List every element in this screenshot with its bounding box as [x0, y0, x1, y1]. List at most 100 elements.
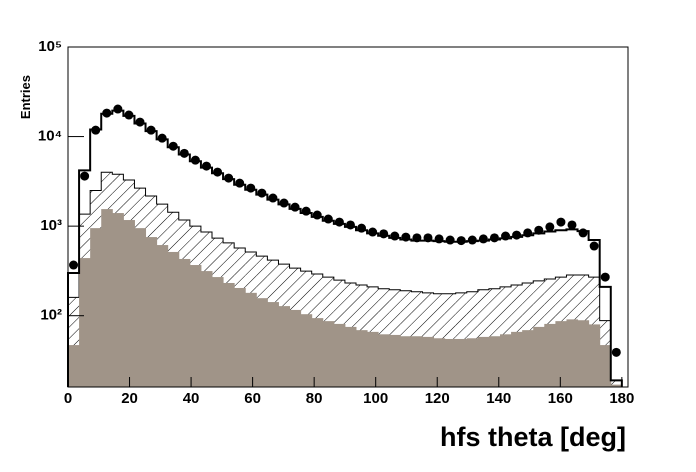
data-point: [102, 108, 112, 118]
filled-bin: [178, 258, 191, 387]
x-tick-label: 100: [363, 390, 388, 407]
y-tick-label: 10⁵: [38, 38, 62, 55]
data-point: [501, 231, 511, 241]
filled-bin: [90, 228, 102, 387]
filled-bin: [544, 323, 556, 387]
filled-bin: [322, 321, 335, 387]
filled-bin: [488, 336, 501, 387]
frame: [67, 46, 629, 388]
data-point: [589, 241, 599, 251]
filled-bin: [333, 323, 346, 387]
data-point: [534, 225, 544, 235]
data-point: [368, 227, 378, 237]
data-point: [146, 125, 156, 135]
data-point: [168, 141, 178, 151]
data-point: [445, 235, 455, 245]
filled-bin: [466, 338, 479, 387]
data-point: [357, 223, 367, 233]
data-point: [379, 229, 389, 239]
filled-bin: [389, 334, 401, 387]
data-point: [434, 234, 444, 244]
y-axis-label: Entries: [18, 75, 33, 119]
data-point: [113, 104, 123, 114]
filled-bin: [256, 298, 268, 387]
filled-bin: [156, 245, 169, 387]
y-tick-label: 10²: [40, 307, 62, 324]
filled-bin: [400, 336, 412, 387]
hatched-bin: [68, 297, 80, 387]
filled-bin: [212, 277, 224, 387]
data-point: [157, 133, 167, 143]
x-tick-label: 0: [64, 390, 72, 407]
data-point: [268, 193, 278, 203]
data-point: [323, 214, 333, 224]
plot-area: [67, 104, 623, 387]
filled-bin: [167, 251, 180, 387]
x-tick-label: 140: [486, 390, 511, 407]
filled-bin: [289, 309, 302, 387]
data-point: [235, 178, 245, 188]
filled-bin: [422, 336, 435, 387]
filled-bin: [522, 330, 534, 387]
filled-bin: [455, 338, 468, 387]
data-point: [124, 110, 134, 120]
data-point: [201, 161, 211, 171]
filled-bin: [367, 331, 379, 387]
data-point: [179, 148, 189, 158]
filled-bin: [200, 271, 213, 387]
data-point: [567, 220, 577, 230]
filled-bin: [477, 336, 490, 387]
data-point: [390, 231, 400, 241]
filled-bin: [433, 338, 446, 387]
data-point: [213, 167, 223, 177]
data-point: [91, 125, 101, 135]
data-point: [224, 173, 234, 183]
data-point: [190, 155, 200, 165]
filled-bin: [356, 330, 368, 387]
data-point: [545, 222, 555, 232]
data-point: [600, 272, 610, 282]
filled-bin: [444, 338, 457, 387]
data-point: [312, 210, 322, 220]
x-tick-label: 180: [609, 390, 634, 407]
data-point: [578, 228, 588, 238]
data-point: [512, 230, 522, 240]
filled-bin: [68, 345, 80, 387]
data-point: [279, 198, 289, 208]
data-point: [478, 234, 488, 244]
x-tick-label: 120: [425, 390, 450, 407]
filled-bin: [599, 345, 612, 387]
filled-bin: [123, 220, 135, 387]
x-tick-label: 80: [306, 390, 323, 407]
data-point: [556, 217, 566, 227]
x-tick-label: 60: [244, 390, 261, 407]
filled-bin: [112, 213, 124, 387]
filled-bin: [533, 326, 545, 387]
x-tick-label: 160: [548, 390, 573, 407]
x-tick-label: 40: [183, 390, 200, 407]
y-tick-label: 10³: [40, 217, 62, 234]
filled-bin: [577, 320, 590, 387]
filled-bin: [344, 326, 357, 387]
data-point: [135, 117, 145, 127]
filled-bin: [245, 292, 257, 387]
data-point: [69, 260, 79, 270]
filled-bin: [311, 318, 324, 387]
data-point: [401, 232, 411, 242]
filled-bin: [189, 265, 202, 387]
x-tick-label: 20: [121, 390, 138, 407]
data-point: [345, 220, 355, 230]
filled-bin: [555, 321, 567, 387]
filled-bin: [278, 306, 291, 387]
data-point: [456, 236, 466, 246]
hatched-outline: [67, 171, 623, 387]
filled-bin: [145, 237, 158, 387]
data-point: [301, 206, 311, 216]
filled-bin: [267, 302, 279, 387]
filled-bin: [411, 336, 423, 387]
data-point: [611, 347, 621, 357]
filled-bin: [500, 334, 512, 387]
data-point: [523, 228, 533, 238]
data-point: [334, 217, 344, 227]
